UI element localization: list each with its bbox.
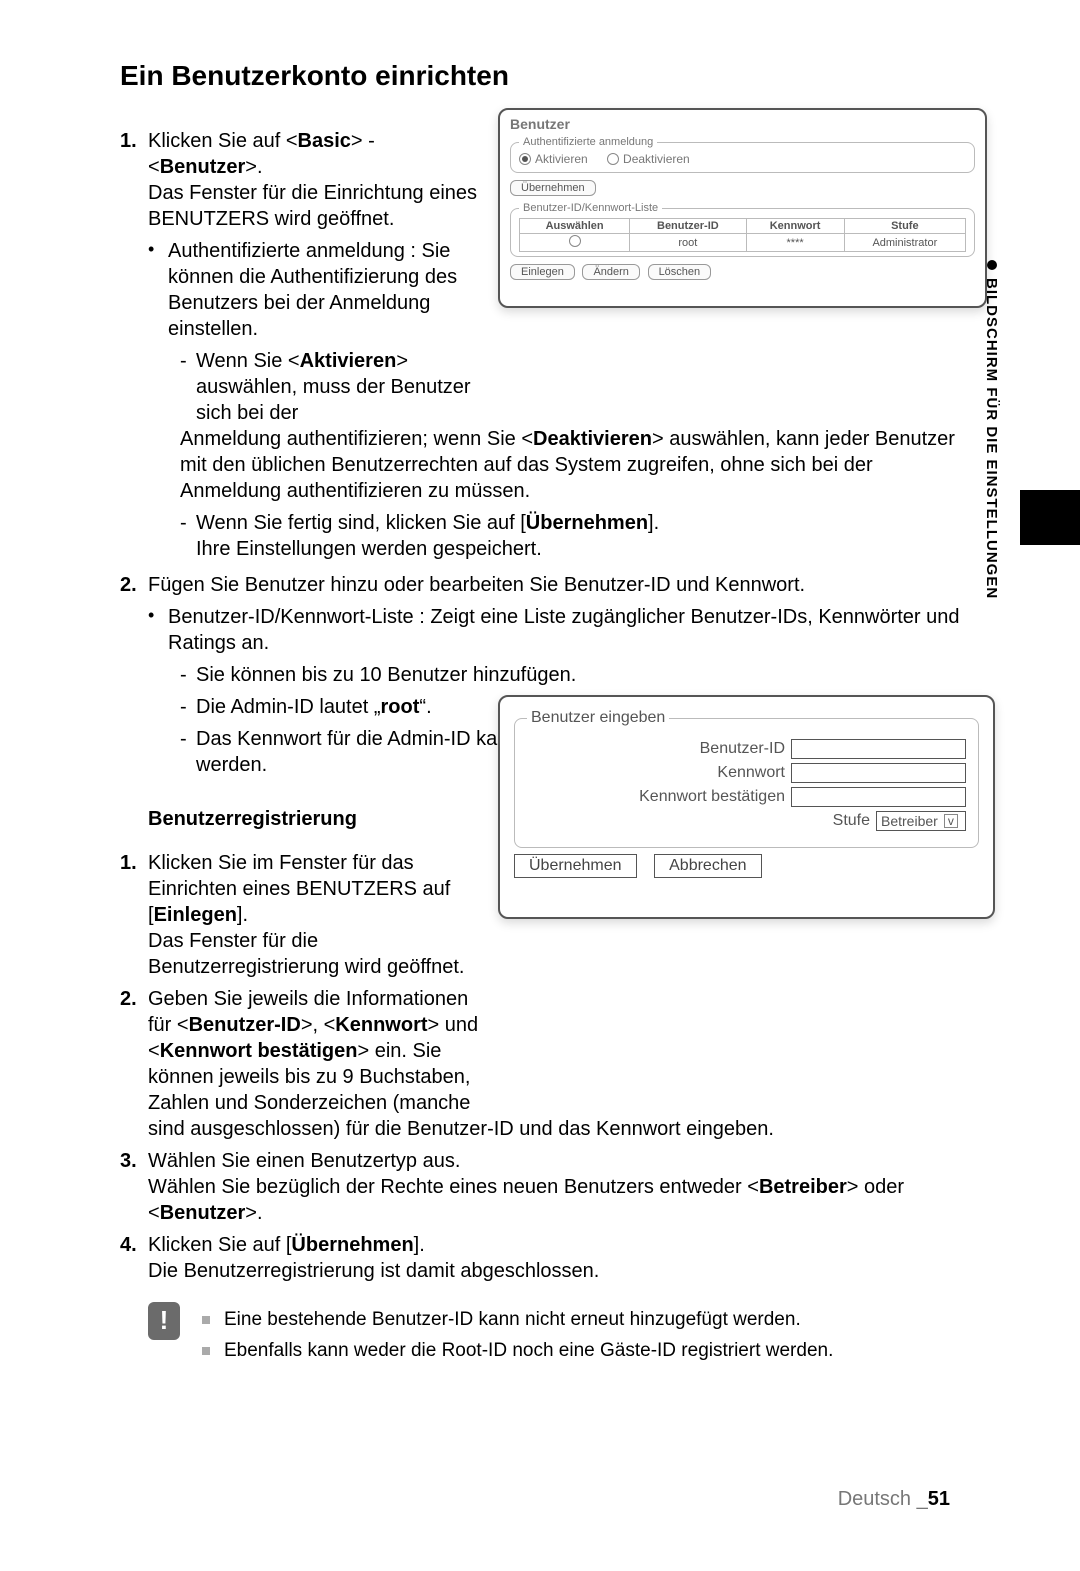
table-row[interactable]: root **** Administrator bbox=[520, 234, 966, 252]
num-2: 2. bbox=[120, 572, 148, 598]
t: sind ausgeschlossen) für die Benutzer-ID… bbox=[148, 1116, 970, 1142]
t: ]. bbox=[414, 1234, 425, 1256]
th: Stufe bbox=[844, 219, 965, 234]
t: Klicken Sie auf < bbox=[148, 130, 298, 152]
num-r3: 3. bbox=[120, 1148, 148, 1226]
panel-title: Benutzer bbox=[510, 116, 975, 132]
label-confirm: Kennwort bestätigen bbox=[639, 788, 785, 806]
level-select[interactable]: Betreiberv bbox=[876, 811, 966, 831]
edit-button[interactable]: Ändern bbox=[582, 264, 639, 280]
t: Deaktivieren bbox=[533, 428, 652, 450]
square-bullet-icon bbox=[202, 1347, 210, 1355]
num-r1: 1. bbox=[120, 850, 148, 980]
label-level: Stufe bbox=[833, 812, 870, 830]
t: Wenn Sie < bbox=[196, 350, 300, 372]
t: Benutzer-ID bbox=[189, 1014, 301, 1036]
th: Benutzer-ID bbox=[630, 219, 746, 234]
delete-button[interactable]: Löschen bbox=[648, 264, 712, 280]
dash: - bbox=[180, 694, 196, 720]
t: Klicken Sie auf [ bbox=[148, 1234, 291, 1256]
t: root bbox=[381, 696, 420, 718]
t: Einlegen bbox=[154, 904, 237, 926]
password-input[interactable] bbox=[791, 763, 966, 783]
dot-icon bbox=[987, 260, 997, 270]
cell: root bbox=[630, 234, 746, 252]
dash: - bbox=[180, 726, 196, 778]
radio-activate[interactable]: Aktivieren bbox=[519, 152, 588, 166]
t: ]. bbox=[237, 904, 248, 926]
th: Kennwort bbox=[746, 219, 844, 234]
t: ]. bbox=[648, 512, 659, 534]
page-title: Ein Benutzerkonto einrichten bbox=[120, 60, 970, 92]
t: Benutzer bbox=[160, 156, 246, 178]
t: Wählen Sie bezüglich der Rechte eines ne… bbox=[148, 1176, 759, 1198]
insert-button[interactable]: Einlegen bbox=[510, 264, 575, 280]
apply-button[interactable]: Übernehmen bbox=[510, 180, 596, 196]
radio-deactivate[interactable]: Deaktivieren bbox=[607, 152, 690, 166]
auth-legend: Authentifizierte anmeldung bbox=[519, 136, 657, 148]
cell: **** bbox=[746, 234, 844, 252]
t: Wählen Sie einen Benutzertyp aus. bbox=[148, 1148, 970, 1174]
t: Fügen Sie Benutzer hinzu oder bearbeiten… bbox=[148, 572, 970, 598]
bullet: • bbox=[148, 238, 168, 342]
t: >. bbox=[245, 1202, 262, 1224]
footer: Deutsch _51 bbox=[838, 1488, 950, 1511]
user-input-panel-screenshot: Benutzer eingeben Benutzer-ID Kennwort K… bbox=[498, 695, 995, 919]
note-icon: ! bbox=[148, 1302, 180, 1340]
t: Übernehmen bbox=[526, 512, 648, 534]
userid-input[interactable] bbox=[791, 739, 966, 759]
cancel-button[interactable]: Abbrechen bbox=[654, 854, 761, 878]
t: Betreiber bbox=[759, 1176, 847, 1198]
t: Eine bestehende Benutzer-ID kann nicht e… bbox=[224, 1308, 801, 1333]
square-bullet-icon bbox=[202, 1316, 210, 1324]
input-legend: Benutzer eingeben bbox=[527, 709, 669, 727]
confirm-input[interactable] bbox=[791, 787, 966, 807]
t: Das Fenster für die Benutzerregistrierun… bbox=[148, 928, 485, 980]
list-legend: Benutzer-ID/Kennwort-Liste bbox=[519, 202, 662, 214]
t: Benutzer-ID/Kennwort-Liste : Zeigt eine … bbox=[168, 604, 970, 656]
t: Die Benutzerregistrierung ist damit abge… bbox=[148, 1258, 970, 1284]
bullet: • bbox=[148, 604, 168, 656]
dash: - bbox=[180, 510, 196, 562]
label-password: Kennwort bbox=[717, 764, 785, 782]
t: Die Admin-ID lautet „ bbox=[196, 696, 381, 718]
dash: - bbox=[180, 348, 196, 426]
num-r4: 4. bbox=[120, 1232, 148, 1284]
t: >, < bbox=[301, 1014, 335, 1036]
t: Ihre Einstellungen werden gespeichert. bbox=[196, 536, 970, 562]
t: Benutzer bbox=[160, 1202, 246, 1224]
t: Anmeldung authentifizieren; wenn Sie < bbox=[180, 428, 533, 450]
t: >. bbox=[245, 156, 262, 178]
side-tab: BILDSCHIRM FÜR DIE EINSTELLUNGEN bbox=[983, 260, 1000, 599]
cell: Administrator bbox=[844, 234, 965, 252]
apply-button[interactable]: Übernehmen bbox=[514, 854, 637, 878]
t: Aktivieren bbox=[300, 350, 397, 372]
t: “. bbox=[419, 696, 431, 718]
user-panel-screenshot: Benutzer Authentifizierte anmeldung Akti… bbox=[498, 108, 987, 308]
num-r2: 2. bbox=[120, 986, 148, 1116]
num-1: 1. bbox=[120, 128, 148, 232]
label-userid: Benutzer-ID bbox=[700, 740, 785, 758]
thumb-tab bbox=[1020, 490, 1080, 545]
t: Sie können bis zu 10 Benutzer hinzufügen… bbox=[196, 662, 970, 688]
t: Das Fenster für die Einrichtung eines BE… bbox=[148, 180, 485, 232]
th: Auswählen bbox=[520, 219, 630, 234]
t: Wenn Sie fertig sind, klicken Sie auf [ bbox=[196, 512, 526, 534]
t: Ebenfalls kann weder die Root-ID noch ei… bbox=[224, 1339, 833, 1364]
t: Übernehmen bbox=[291, 1234, 413, 1256]
t: Kennwort bestätigen bbox=[160, 1040, 358, 1062]
radio-row-icon[interactable] bbox=[569, 235, 581, 247]
dash: - bbox=[180, 662, 196, 688]
chevron-down-icon: v bbox=[944, 814, 958, 828]
user-table: Auswählen Benutzer-ID Kennwort Stufe roo… bbox=[519, 218, 966, 252]
t: Basic bbox=[298, 130, 351, 152]
t: Authentifizierte anmeldung : Sie können … bbox=[168, 238, 485, 342]
t: Kennwort bbox=[335, 1014, 427, 1036]
